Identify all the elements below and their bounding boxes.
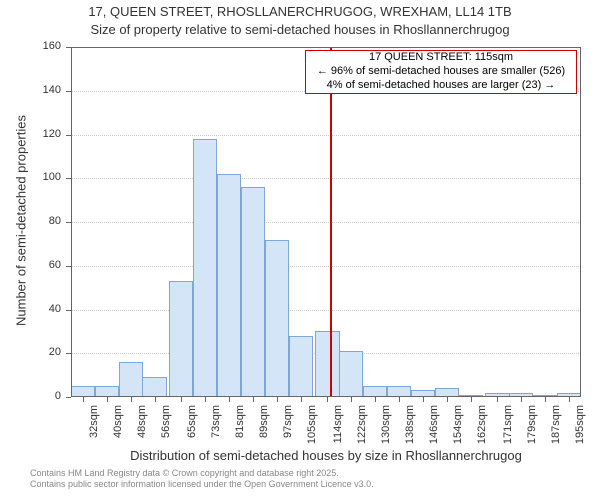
annotation-box: 17 QUEEN STREET: 115sqm← 96% of semi-det… bbox=[305, 50, 577, 94]
xtick-mark bbox=[131, 397, 132, 402]
chart-title-line1: 17, QUEEN STREET, RHOSLLANERCHRUGOG, WRE… bbox=[0, 4, 600, 19]
xtick-label: 97sqm bbox=[282, 405, 294, 455]
xtick-label: 179sqm bbox=[526, 405, 538, 455]
ytick-label: 120 bbox=[0, 128, 61, 140]
xtick-mark bbox=[497, 397, 498, 402]
xtick-mark bbox=[545, 397, 546, 402]
xtick-label: 171sqm bbox=[502, 405, 514, 455]
xtick-mark bbox=[521, 397, 522, 402]
xtick-mark bbox=[351, 397, 352, 402]
xtick-mark bbox=[83, 397, 84, 402]
xtick-label: 138sqm bbox=[404, 405, 416, 455]
ytick-label: 140 bbox=[0, 84, 61, 96]
xtick-mark bbox=[253, 397, 254, 402]
plot-border bbox=[71, 47, 581, 397]
annotation-line: 17 QUEEN STREET: 115sqm bbox=[306, 51, 576, 65]
ytick-label: 80 bbox=[0, 215, 61, 227]
xtick-label: 81sqm bbox=[234, 405, 246, 455]
footer-text: Contains HM Land Registry data © Crown c… bbox=[30, 468, 374, 491]
xtick-mark bbox=[277, 397, 278, 402]
xtick-label: 105sqm bbox=[306, 405, 318, 455]
xtick-label: 122sqm bbox=[356, 405, 368, 455]
ytick-label: 20 bbox=[0, 346, 61, 358]
xtick-mark bbox=[205, 397, 206, 402]
xtick-mark bbox=[471, 397, 472, 402]
xtick-mark bbox=[155, 397, 156, 402]
xtick-mark bbox=[447, 397, 448, 402]
xtick-label: 48sqm bbox=[136, 405, 148, 455]
xtick-label: 195sqm bbox=[574, 405, 586, 455]
xtick-label: 89sqm bbox=[258, 405, 270, 455]
ytick-label: 100 bbox=[0, 171, 61, 183]
xtick-mark bbox=[399, 397, 400, 402]
xtick-label: 146sqm bbox=[428, 405, 440, 455]
xtick-label: 73sqm bbox=[210, 405, 222, 455]
xtick-label: 56sqm bbox=[160, 405, 172, 455]
xtick-mark bbox=[229, 397, 230, 402]
xtick-mark bbox=[107, 397, 108, 402]
xtick-mark bbox=[569, 397, 570, 402]
xtick-label: 162sqm bbox=[476, 405, 488, 455]
xtick-label: 187sqm bbox=[550, 405, 562, 455]
ytick-label: 60 bbox=[0, 259, 61, 271]
histogram-plot bbox=[71, 47, 581, 397]
xtick-mark bbox=[375, 397, 376, 402]
xtick-label: 40sqm bbox=[112, 405, 124, 455]
xtick-mark bbox=[181, 397, 182, 402]
xtick-label: 65sqm bbox=[186, 405, 198, 455]
ytick-label: 0 bbox=[0, 390, 61, 402]
ytick-label: 40 bbox=[0, 303, 61, 315]
xtick-label: 32sqm bbox=[88, 405, 100, 455]
xtick-mark bbox=[423, 397, 424, 402]
annotation-line: 4% of semi-detached houses are larger (2… bbox=[306, 79, 576, 93]
annotation-line: ← 96% of semi-detached houses are smalle… bbox=[306, 65, 576, 79]
ytick-label: 160 bbox=[0, 40, 61, 52]
xtick-label: 130sqm bbox=[380, 405, 392, 455]
xtick-label: 114sqm bbox=[332, 405, 344, 455]
chart-title-line2: Size of property relative to semi-detach… bbox=[0, 22, 600, 37]
xtick-mark bbox=[327, 397, 328, 402]
ytick-mark bbox=[66, 397, 71, 398]
xtick-mark bbox=[301, 397, 302, 402]
xtick-label: 154sqm bbox=[452, 405, 464, 455]
